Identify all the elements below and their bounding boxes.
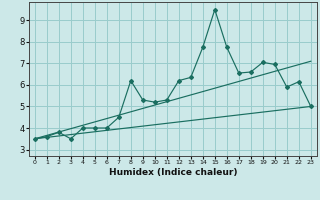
X-axis label: Humidex (Indice chaleur): Humidex (Indice chaleur): [108, 168, 237, 177]
